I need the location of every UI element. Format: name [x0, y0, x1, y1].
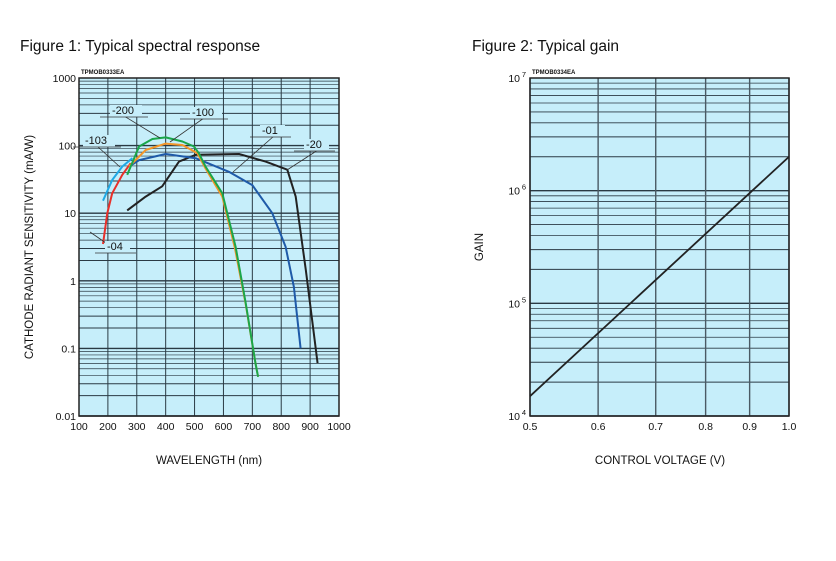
x-tick-label: 700 — [244, 421, 262, 433]
series-line-m20 — [126, 153, 319, 364]
annotation-leader — [123, 115, 161, 139]
x-tick-label: 800 — [272, 421, 290, 433]
y-tick-label: 1 — [70, 276, 76, 288]
y-tick-label: 10 — [508, 186, 520, 198]
y-tick-label: 100 — [58, 141, 76, 153]
x-tick-label: 200 — [99, 421, 117, 433]
series-label: -04 — [107, 241, 123, 253]
annotation-leader — [96, 145, 121, 168]
x-tick-label: 900 — [301, 421, 319, 433]
y-tick-exponent: 5 — [522, 295, 526, 304]
y-tick-exponent: 7 — [522, 70, 526, 79]
annotation-leader — [169, 117, 205, 143]
y-tick-label: 1000 — [53, 73, 77, 85]
series-label: -01 — [262, 125, 278, 137]
y-axis-label: CATHODE RADIANT SENSITIVITY (mA/W) — [24, 135, 36, 359]
series-label: -200 — [112, 105, 134, 117]
annotation-bg — [190, 107, 222, 119]
annotation-bg — [83, 135, 115, 147]
y-axis-label: GAIN — [474, 233, 486, 261]
y-tick-exponent: 4 — [522, 408, 526, 417]
x-tick-label: 1.0 — [782, 421, 797, 433]
x-tick-label: 300 — [128, 421, 146, 433]
series-label: -20 — [306, 139, 322, 151]
y-tick-exponent: 6 — [522, 183, 526, 192]
annotation-bg — [110, 105, 142, 117]
x-tick-label: 0.9 — [742, 421, 757, 433]
x-tick-label: 0.6 — [591, 421, 606, 433]
x-tick-label: 1000 — [327, 421, 351, 433]
x-tick-label: 100 — [70, 421, 88, 433]
y-tick-label: 10 — [508, 411, 520, 423]
y-tick-label: 10 — [508, 73, 520, 85]
plot2-background — [530, 78, 789, 416]
series-line-m103 — [102, 157, 134, 202]
series-line-m04 — [102, 162, 132, 245]
series-label: -103 — [85, 135, 107, 147]
annotation-bg — [304, 139, 329, 151]
figure1-title: Figure 1: Typical spectral response — [20, 38, 261, 55]
figure-code: TPMOB0333EA — [81, 70, 125, 76]
annotation-leader — [232, 135, 275, 173]
x-axis-label: WAVELENGTH (nm) — [156, 455, 262, 467]
y-tick-label: 0.1 — [61, 343, 76, 355]
x-tick-label: 0.7 — [648, 421, 663, 433]
y-tick-label: 10 — [64, 208, 76, 220]
x-tick-label: 0.5 — [523, 421, 538, 433]
x-axis-label: CONTROL VOLTAGE (V) — [595, 455, 725, 467]
x-tick-label: 0.8 — [698, 421, 713, 433]
series-line-m200 — [126, 136, 260, 377]
series-line-m01 — [128, 153, 302, 349]
annotation-bg — [260, 125, 285, 137]
annotation-bg — [105, 241, 130, 253]
y-tick-label: 10 — [508, 298, 520, 310]
figure2-title: Figure 2: Typical gain — [472, 38, 620, 55]
plot2-frame — [529, 77, 790, 417]
plot1-frame — [78, 77, 340, 417]
series-label: -100 — [192, 107, 214, 119]
x-tick-label: 400 — [157, 421, 175, 433]
series-line-gain — [529, 156, 790, 397]
x-tick-label: 600 — [215, 421, 233, 433]
y-tick-label: 0.01 — [56, 411, 77, 423]
figure-code: TPMOB0334EA — [532, 70, 576, 76]
annotation-leader — [286, 149, 319, 171]
x-tick-label: 500 — [186, 421, 204, 433]
